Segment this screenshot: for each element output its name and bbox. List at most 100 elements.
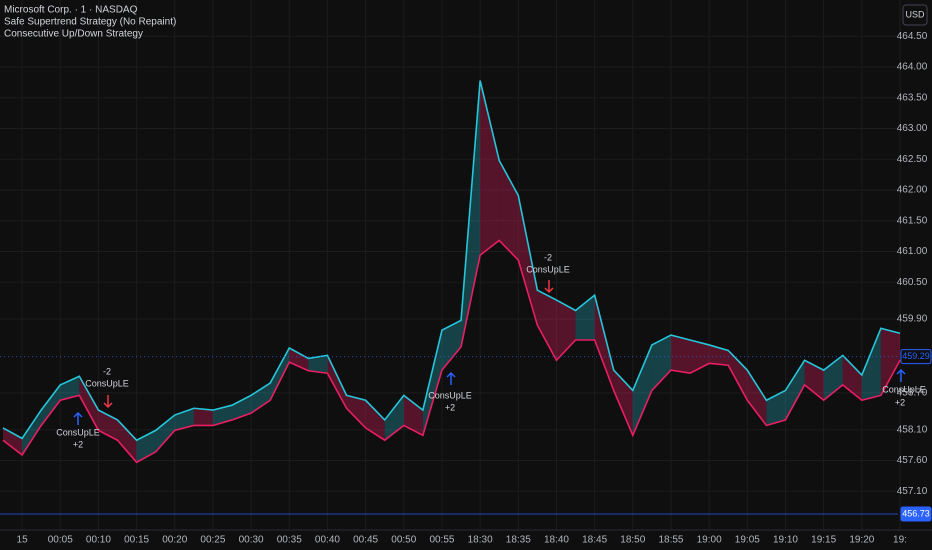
x-tick-label: 00:30 [239,535,264,546]
band-fill [422,330,442,436]
labels: 457.10 457.60 458.10 458.70 459.90 460.50 461.… [17,31,932,546]
x-tick-label: 18:45 [582,535,607,546]
x-tick-label: 00:10 [86,535,111,546]
band-fill [556,300,576,361]
band-fill [308,355,328,374]
band-fill [193,408,213,426]
currency-button[interactable] [902,4,928,26]
band-fill [880,328,900,396]
band-fill [155,415,175,452]
band-fill [861,328,881,401]
indicator-label: Consecutive Up/Down Strategy [4,29,143,40]
x-tick-label: 19:15 [811,535,836,546]
symbol-title: Microsoft Corp. · 1 · NASDAQ [4,5,138,16]
trade-annotation: +2 [445,402,455,412]
band-fill [270,348,290,401]
y-tick-label: 458.10 [897,424,928,435]
buy-arrow [446,371,456,385]
price-tag-label: 456.73 [902,508,930,518]
y-tick-label: 461.00 [897,246,928,257]
x-tick-label: 19:05 [735,535,760,546]
y-tick-label: 461.50 [897,215,928,226]
x-tick-label: 18:40 [544,535,569,546]
x-tick-label: 18:55 [658,535,683,546]
y-tick-label: 462.00 [897,185,928,196]
band-fill [60,376,80,401]
band-fill [594,295,614,391]
x-tick-label: 00:45 [353,535,378,546]
band-fill [632,344,652,436]
price-tag [900,506,932,522]
sell-arrow [103,395,113,409]
band-fill [842,355,862,401]
price-tag [900,349,932,365]
series-line [2,239,901,464]
series-line [2,80,901,442]
x-tick-label: 18:35 [506,535,531,546]
trade-annotation: ConsUpLE [882,384,926,394]
y-tick-label: 458.70 [897,388,928,399]
band-fill [766,390,786,426]
band-fill [480,80,500,256]
band-fill [41,384,61,426]
band-fill [499,160,519,261]
band-fill [212,405,233,426]
band-fill [804,360,824,401]
trade-annotation: +2 [73,439,83,449]
x-tick-label: 00:15 [124,535,149,546]
indicator-label: Safe Supertrend Strategy (No Repaint) [4,17,176,28]
trade-annotation: ConsUpLE [85,378,129,388]
y-tick-label: 457.60 [897,455,928,466]
band-fill [79,376,99,431]
y-tick-label: 460.50 [897,277,928,288]
band-fill [232,395,252,420]
price-tag-label: 459.29 [902,351,930,361]
trade-annotation: +2 [895,397,905,407]
x-tick-label: 19: [893,535,907,546]
x-tick-label: 19:00 [697,535,722,546]
band-fill [3,427,23,455]
trade-annotation: ConsUpLE [56,427,100,437]
band-fill [327,355,347,409]
grid [0,0,901,530]
trade-annotation: -2 [544,252,552,262]
currency-label: USD [905,9,925,19]
trade-annotation: ConsUpLE [526,264,570,274]
band-fill [441,320,462,371]
x-tick-label: 19:20 [849,535,874,546]
y-tick-label: 463.00 [897,123,928,134]
x-tick-label: 00:35 [277,535,302,546]
band-fill [709,344,729,366]
x-tick-label: 18:50 [620,535,645,546]
y-tick-label: 457.10 [897,486,928,497]
band-fill [785,360,805,420]
sell-arrow [544,280,554,294]
x-tick-label: 15 [17,535,29,546]
band-fill [747,370,767,426]
y-tick-label: 464.50 [897,31,928,42]
band-fill [690,340,710,374]
buy-arrow [896,368,906,382]
x-tick-label: 18:30 [468,535,493,546]
band-fill [518,195,538,326]
x-tick-label: 00:25 [200,535,225,546]
band-fill [403,395,423,436]
band-fill [670,335,691,374]
y-tick-label: 462.50 [897,154,928,165]
trade-annotation: ConsUpLE [428,390,472,400]
band-fill [22,410,42,455]
x-tick-label: 00:40 [315,535,340,546]
trade-annotation: -2 [103,366,111,376]
band-fill [251,383,271,414]
y-tick-label: 464.00 [897,62,928,73]
x-tick-label: 00:55 [429,535,454,546]
band-fill [651,335,671,391]
x-tick-label: 00:50 [391,535,416,546]
buy-arrow [73,411,83,425]
band-fill [575,295,595,341]
x-tick-label: 00:05 [48,535,73,546]
band-fill [289,348,309,371]
